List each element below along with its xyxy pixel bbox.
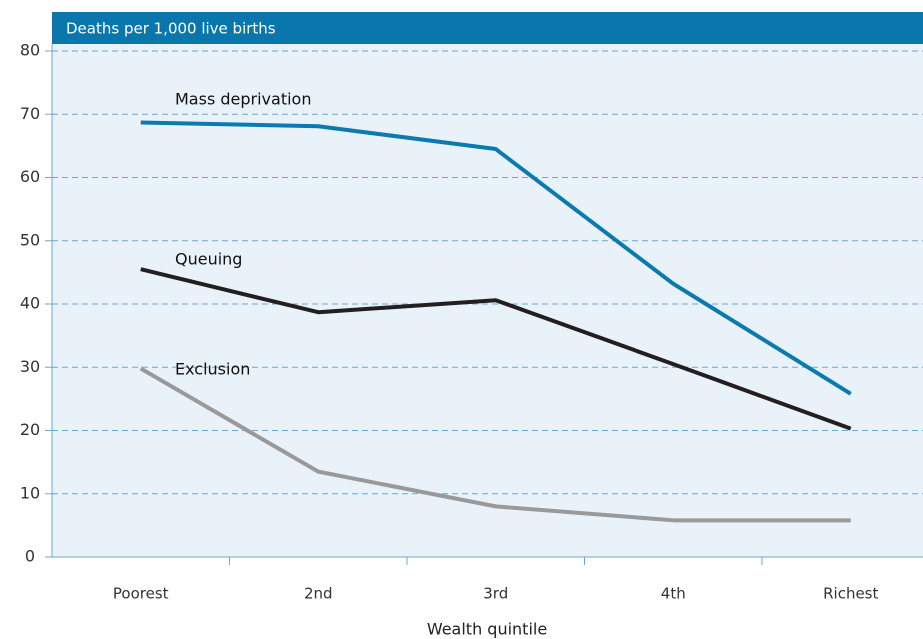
series-label: Mass deprivation bbox=[175, 90, 311, 109]
series-line bbox=[139, 366, 851, 523]
y-tick-label: 50 bbox=[20, 230, 40, 249]
y-tick-label: 10 bbox=[20, 483, 40, 502]
y-tick-label: 70 bbox=[20, 104, 40, 123]
x-tick-label: 3rd bbox=[483, 585, 508, 603]
y-tick-label: 60 bbox=[20, 167, 40, 186]
series-line bbox=[140, 267, 852, 431]
y-tick-label: 30 bbox=[20, 357, 40, 376]
series-label: Exclusion bbox=[175, 360, 250, 379]
y-tick-label: 80 bbox=[20, 41, 40, 60]
x-tick-label: 4th bbox=[661, 585, 686, 603]
x-tick-label: Richest bbox=[823, 585, 878, 603]
x-axis-label: Wealth quintile bbox=[427, 620, 547, 639]
x-tick-label: 2nd bbox=[304, 585, 333, 603]
chart-title: Deaths per 1,000 live births bbox=[66, 20, 276, 38]
x-tick-label: Poorest bbox=[113, 585, 169, 603]
header-band bbox=[52, 12, 923, 44]
series-line bbox=[140, 120, 852, 396]
y-tick-label: 0 bbox=[25, 547, 35, 566]
series-label: Queuing bbox=[175, 250, 242, 269]
y-tick-label: 40 bbox=[20, 294, 40, 313]
y-tick-label: 20 bbox=[20, 420, 40, 439]
